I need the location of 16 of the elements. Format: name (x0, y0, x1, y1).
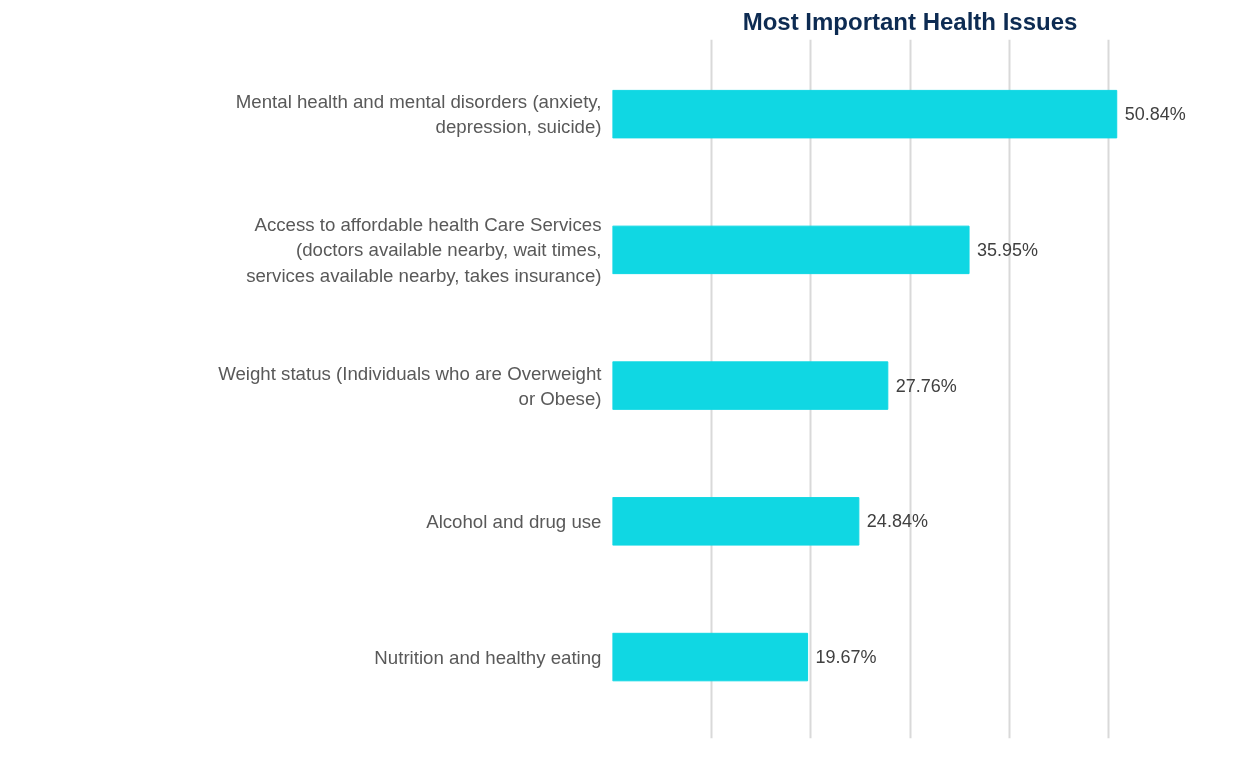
chart-title: Most Important Health Issues (742, 7, 1078, 35)
y-tick-label: Weight status (Individuals who are Overweight or Obese) (218, 362, 603, 409)
y-tick-label: Mental health and mental disorders (anxiety, depression, suicide) (235, 91, 602, 138)
data-label: 27.76% (895, 375, 957, 396)
bar (612, 89, 1118, 139)
y-tick-label: Alcohol and drug use (426, 510, 602, 532)
bar (612, 225, 970, 275)
data-label: 35.95% (977, 239, 1039, 260)
bar (612, 632, 809, 682)
data-label: 50.84% (1124, 104, 1186, 125)
data-label: 19.67% (815, 647, 877, 668)
data-label: 24.84% (866, 511, 928, 532)
bar (612, 361, 889, 410)
y-tick-label: Access to affordable health Care Services (doctors available nearby, wait times, services available nearby, takes insurance) (246, 214, 602, 286)
bar (612, 497, 860, 546)
y-tick-label: Nutrition and healthy eating (374, 646, 602, 668)
